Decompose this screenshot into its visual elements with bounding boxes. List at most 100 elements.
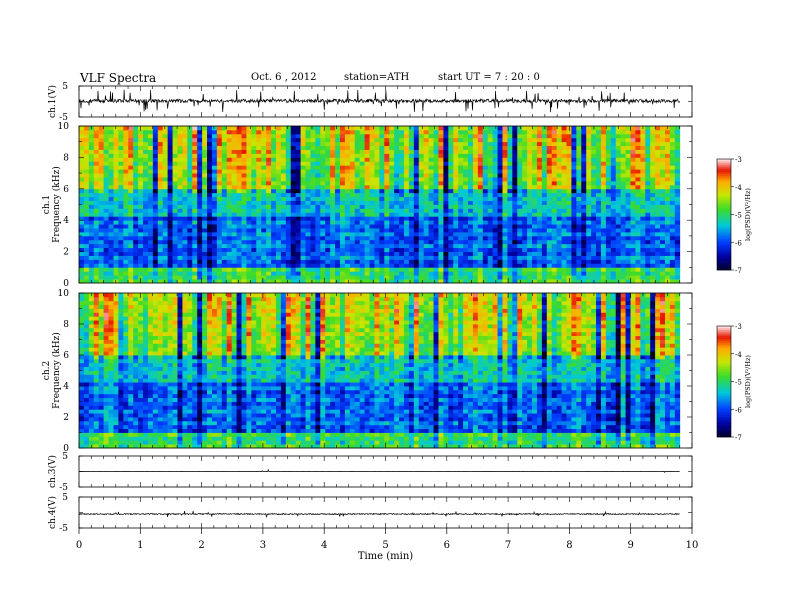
heatmap-cell bbox=[211, 188, 218, 194]
heatmap-cell bbox=[551, 141, 558, 147]
heatmap-cell bbox=[143, 231, 149, 237]
heatmap-cell bbox=[517, 243, 523, 249]
heatmap-cell bbox=[192, 137, 198, 143]
heatmap-cell bbox=[315, 137, 321, 143]
heatmap-cell bbox=[605, 208, 612, 213]
heatmap-cell bbox=[600, 161, 607, 166]
heatmap-cell bbox=[339, 161, 346, 166]
heatmap-cell bbox=[133, 247, 139, 253]
heatmap-cell bbox=[635, 196, 641, 201]
heatmap-cell bbox=[182, 192, 188, 198]
heatmap-cell bbox=[418, 161, 425, 166]
heatmap-cell bbox=[428, 180, 434, 186]
heatmap-cell bbox=[625, 243, 631, 249]
heatmap-cell bbox=[330, 251, 336, 256]
heatmap-cell bbox=[364, 235, 370, 241]
heatmap-cell bbox=[83, 204, 90, 209]
heatmap-cell bbox=[335, 204, 341, 209]
heatmap-cell bbox=[546, 165, 553, 170]
heatmap-cell bbox=[536, 177, 543, 182]
heatmap-cell bbox=[374, 204, 380, 209]
heatmap-cell bbox=[330, 200, 336, 205]
heatmap-cell bbox=[152, 200, 159, 205]
heatmap-cell bbox=[295, 220, 301, 225]
heatmap-cell bbox=[605, 204, 612, 209]
heatmap-cell bbox=[369, 239, 375, 245]
heatmap-cell bbox=[325, 204, 331, 209]
heatmap-cell bbox=[522, 137, 528, 143]
heatmap-cell bbox=[674, 255, 681, 260]
heatmap-cell bbox=[339, 149, 346, 154]
heatmap-cell bbox=[261, 137, 267, 143]
heatmap-cell bbox=[566, 224, 572, 229]
heatmap-cell bbox=[369, 255, 375, 260]
heatmap-cell bbox=[103, 192, 109, 198]
heatmap-cell bbox=[517, 153, 523, 158]
heatmap-cell bbox=[394, 220, 400, 225]
heatmap-cell bbox=[202, 133, 208, 139]
heatmap-cell bbox=[320, 259, 326, 264]
heatmap-cell bbox=[620, 161, 626, 166]
heatmap-cell bbox=[625, 153, 631, 158]
heatmap-cell bbox=[113, 137, 119, 143]
heatmap-cell bbox=[310, 192, 316, 198]
heatmap-cell bbox=[79, 204, 85, 209]
heatmap-cell bbox=[674, 263, 681, 268]
heatmap-cell bbox=[162, 267, 169, 272]
heatmap-cell bbox=[645, 263, 651, 268]
heatmap-cell bbox=[669, 231, 676, 237]
heatmap-cell bbox=[433, 173, 439, 178]
heatmap-cell bbox=[408, 243, 415, 249]
heatmap-cell bbox=[325, 200, 331, 205]
heatmap-cell bbox=[197, 180, 203, 186]
heatmap-cell bbox=[251, 133, 257, 139]
heatmap-cell bbox=[379, 133, 385, 139]
heatmap-cell bbox=[138, 180, 144, 186]
heatmap-cell bbox=[660, 235, 666, 241]
heatmap-cell bbox=[330, 145, 336, 150]
heatmap-cell bbox=[172, 180, 178, 186]
heatmap-cell bbox=[610, 184, 617, 190]
heatmap-cell bbox=[315, 224, 321, 229]
heatmap-cell bbox=[507, 216, 513, 221]
heatmap-cell bbox=[335, 235, 341, 241]
heatmap-cell bbox=[231, 173, 237, 178]
heatmap-cell bbox=[463, 247, 469, 253]
heatmap-cell bbox=[468, 251, 474, 256]
heatmap-cell bbox=[98, 251, 105, 256]
heatmap-cell bbox=[295, 224, 301, 229]
heatmap-cell bbox=[610, 157, 617, 162]
heatmap-cell bbox=[157, 224, 164, 229]
heatmap-cell bbox=[630, 196, 636, 201]
heatmap-cell bbox=[197, 275, 203, 280]
heatmap-cell bbox=[266, 157, 272, 162]
heatmap-cell bbox=[300, 173, 306, 178]
heatmap-cell bbox=[674, 149, 681, 154]
heatmap-cell bbox=[468, 141, 474, 147]
heatmap-cell bbox=[167, 177, 173, 182]
heatmap-cell bbox=[546, 149, 553, 154]
heatmap-cell bbox=[487, 149, 494, 154]
heatmap-cell bbox=[448, 243, 454, 249]
heatmap-cell bbox=[172, 228, 178, 233]
heatmap-cell bbox=[123, 243, 129, 249]
heatmap-cell bbox=[83, 184, 90, 190]
heatmap-cell bbox=[241, 177, 247, 182]
heatmap-cell bbox=[399, 157, 405, 162]
heatmap-cell bbox=[458, 137, 464, 143]
heatmap-cell bbox=[172, 157, 178, 162]
heatmap-cell bbox=[216, 137, 223, 143]
heatmap-cell bbox=[275, 235, 282, 241]
heatmap-cell bbox=[399, 271, 405, 276]
heatmap-cell bbox=[650, 204, 656, 209]
heatmap-cell bbox=[98, 169, 105, 174]
heatmap-cell bbox=[512, 279, 518, 284]
heatmap-cell bbox=[192, 157, 198, 162]
heatmap-cell bbox=[98, 235, 105, 241]
heatmap-cell bbox=[271, 200, 277, 205]
heatmap-cell bbox=[162, 161, 169, 166]
heatmap-cell bbox=[202, 228, 208, 233]
heatmap-cell bbox=[290, 279, 297, 284]
heatmap-cell bbox=[615, 173, 622, 178]
heatmap-cell bbox=[399, 153, 405, 158]
